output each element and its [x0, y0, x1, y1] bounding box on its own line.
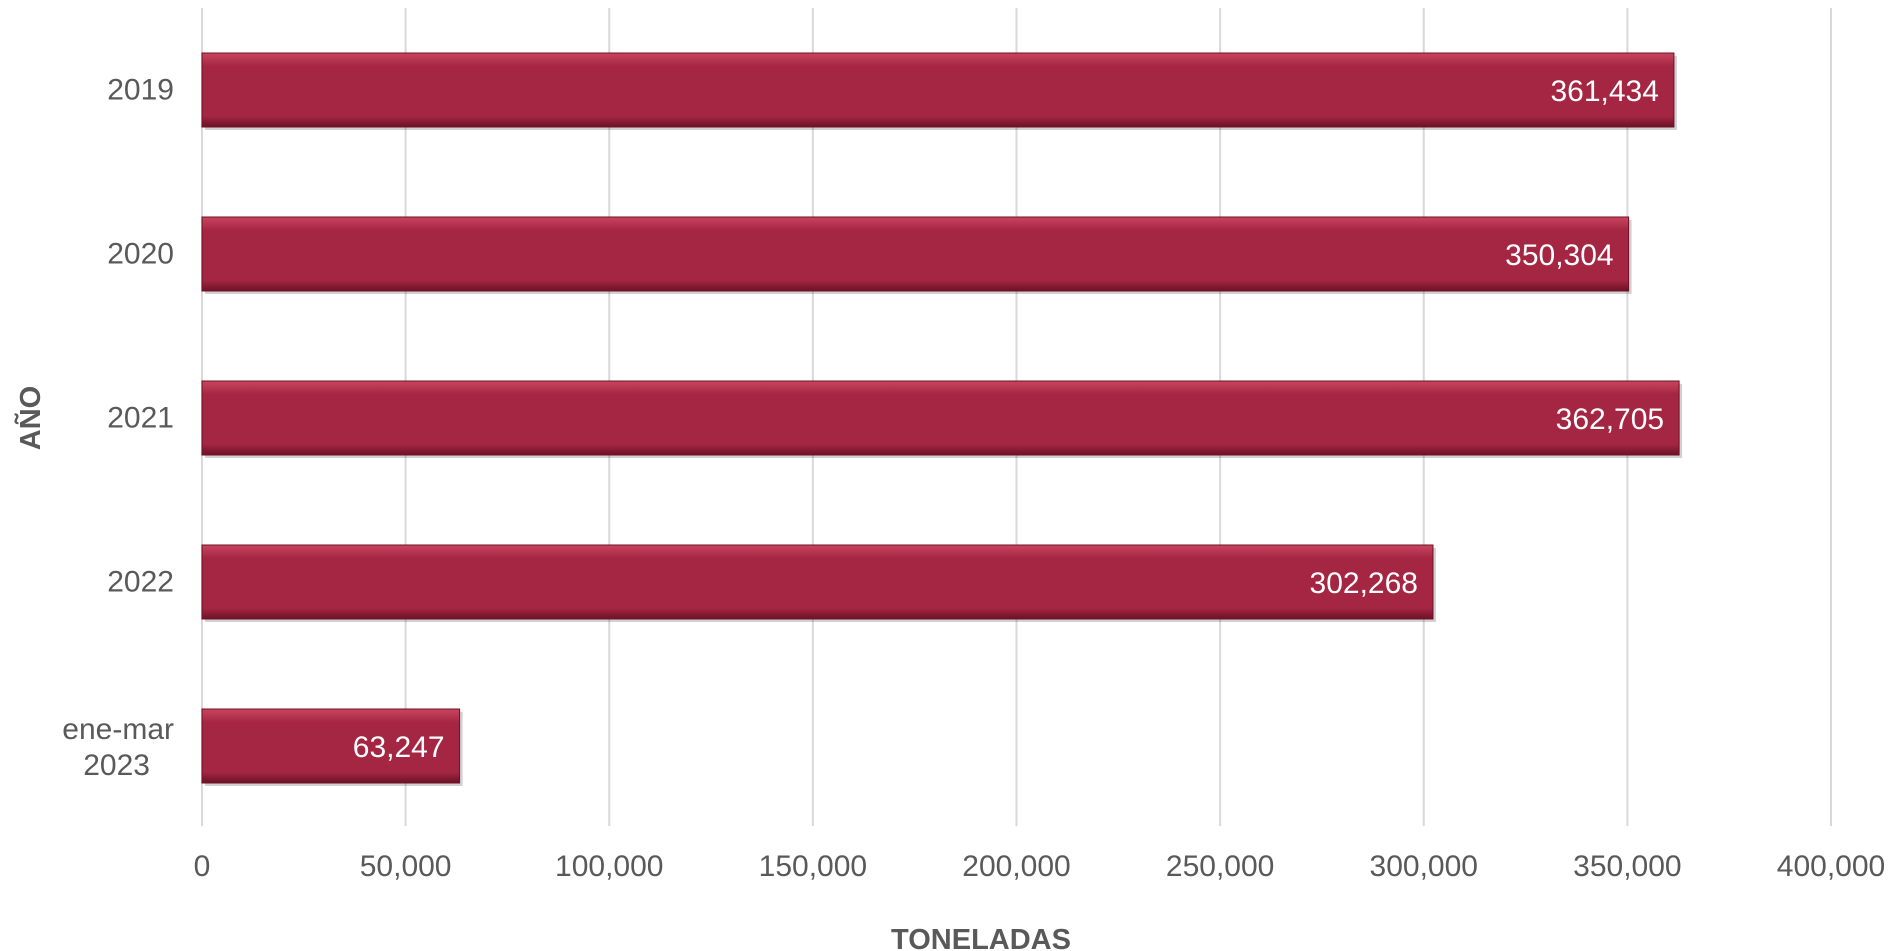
x-tick-label: 200,000 [962, 850, 1070, 883]
x-tick-label: 350,000 [1573, 850, 1681, 883]
bar [201, 216, 1630, 292]
category-label: 2019 [107, 74, 174, 107]
bar-group: 361,434 [201, 52, 1677, 130]
x-tick-label: 300,000 [1370, 850, 1478, 883]
bar [201, 544, 1434, 620]
x-tick-label: 100,000 [555, 850, 663, 883]
x-axis-title: TONELADAS [891, 924, 1071, 951]
bar-value-label: 362,705 [1556, 403, 1664, 436]
x-tick-label: 50,000 [360, 850, 452, 883]
category-labels: 2019 2020 2021 2022 ene-mar 2023 [62, 74, 174, 783]
category-label-line: ene-mar [62, 713, 174, 746]
bar-value-label: 63,247 [353, 731, 445, 764]
bar [201, 52, 1675, 128]
category-label: 2020 [107, 238, 174, 271]
category-label: 2022 [107, 566, 174, 599]
x-tick-label: 0 [194, 850, 211, 883]
bar [201, 708, 461, 784]
category-label: ene-mar 2023 [62, 713, 174, 782]
category-label-line: 2023 [83, 749, 150, 782]
bar-group: 63,247 [201, 708, 463, 786]
bar [201, 380, 1680, 456]
y-axis-title: AÑO [13, 386, 47, 450]
bar-value-label: 361,434 [1550, 75, 1658, 108]
x-tick-labels: 0 50,000 100,000 150,000 200,000 250,000 300,0… [194, 850, 1886, 883]
x-tick-label: 400,000 [1777, 850, 1885, 883]
bars: 361,434 350,304 362,705 302,268 63,247 [201, 52, 1683, 786]
bar-value-label: 302,268 [1310, 567, 1418, 600]
category-label: 2021 [107, 402, 174, 435]
x-tick-label: 250,000 [1166, 850, 1274, 883]
x-tick-label: 150,000 [759, 850, 867, 883]
bar-group: 302,268 [201, 544, 1436, 622]
bar-group: 362,705 [201, 380, 1683, 458]
bar-value-label: 350,304 [1505, 239, 1613, 272]
bar-group: 350,304 [201, 216, 1632, 294]
